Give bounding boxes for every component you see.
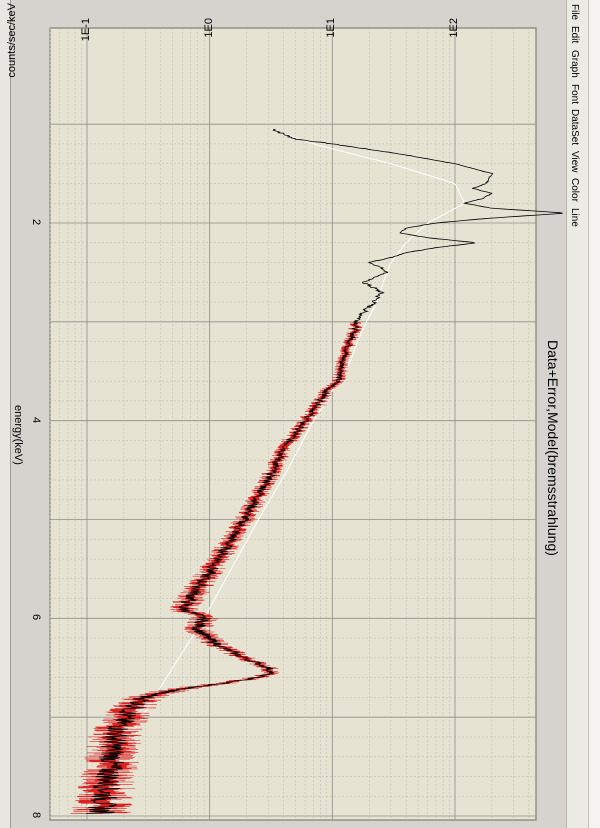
x-tick-label: 2 (30, 219, 42, 226)
menu-item-view[interactable]: View (569, 151, 580, 173)
y-tick-label: 1E2 (448, 18, 460, 38)
chart-title: Data+Error,Model(bremsstrahlung) (545, 340, 561, 556)
x-tick-label: 8 (30, 812, 42, 819)
x-tick-label: 4 (30, 416, 42, 423)
data-line (86, 128, 563, 814)
model-line (82, 128, 465, 814)
menu-item-color[interactable]: Color (569, 178, 580, 202)
y-tick-label: 1E-1 (80, 18, 92, 42)
plot-area (49, 27, 537, 821)
menu-item-font[interactable]: Font (569, 84, 580, 105)
y-tick-label: 1E1 (325, 18, 338, 38)
x-tick-label: 6 (30, 614, 42, 621)
window-frame-left (0, 0, 11, 828)
menu-item-file[interactable]: File (569, 4, 580, 21)
window-frame-right (588, 0, 600, 828)
y-axis-label: counts/sec/keV (6, 3, 18, 78)
y-tick-label: 1E0 (202, 18, 215, 38)
menu-bar: File Edit Graph Font DataSet View Color … (566, 0, 589, 828)
menu-item-graph[interactable]: Graph (569, 50, 580, 78)
menu-item-line[interactable]: Line (569, 208, 580, 227)
menu-item-edit[interactable]: Edit (569, 26, 580, 44)
x-axis-label: energy(keV) (12, 405, 24, 465)
menu-item-dataset[interactable]: DataSet (569, 109, 580, 146)
